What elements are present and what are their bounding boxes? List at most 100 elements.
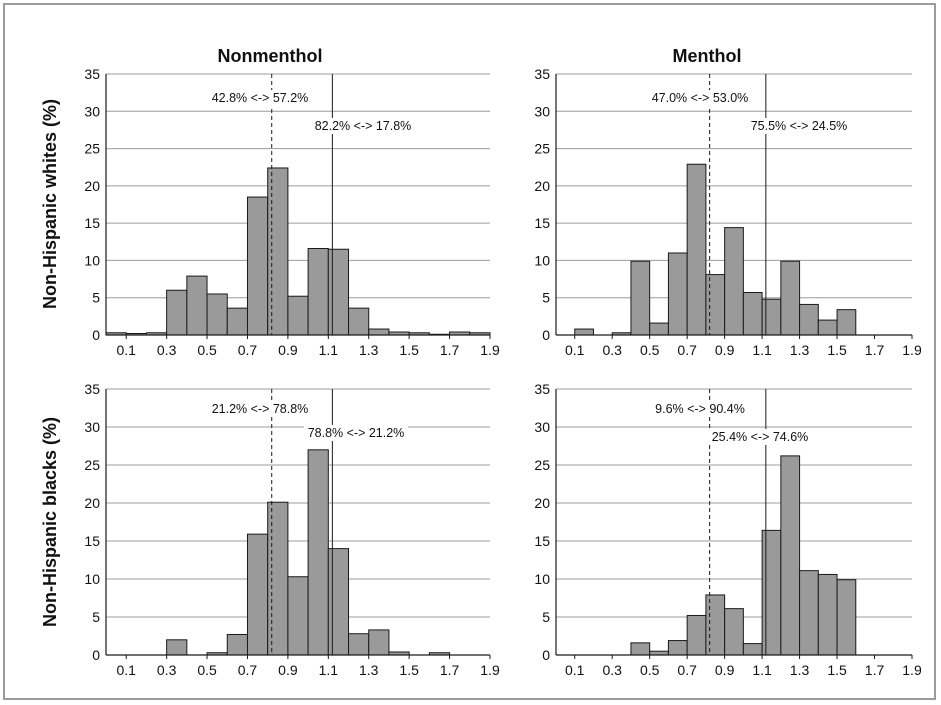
x-tick-label: 0.9	[278, 662, 298, 678]
y-tick-label: 25	[84, 457, 100, 473]
y-tick-label: 10	[534, 252, 550, 268]
annotation-background	[708, 429, 812, 445]
y-tick-label: 0	[92, 327, 100, 343]
histogram-bar	[667, 640, 688, 656]
y-tick-label: 25	[534, 141, 550, 157]
histogram-bar	[799, 570, 819, 656]
histogram-bar	[724, 227, 744, 336]
histogram-bar	[761, 529, 782, 656]
histogram-bar	[705, 594, 726, 656]
histogram-bar	[348, 633, 370, 656]
x-tick-label: 0.9	[278, 342, 298, 358]
x-tick-label: 0.3	[157, 662, 177, 678]
split-annotation: 75.5% <-> 24.5%	[751, 119, 848, 133]
y-tick-label: 0	[542, 327, 550, 343]
histogram-bar	[166, 289, 188, 336]
x-tick-label: 1.3	[359, 662, 379, 678]
annotation-background	[304, 425, 408, 441]
x-tick-label: 0.5	[640, 662, 660, 678]
y-tick-label: 10	[534, 571, 550, 587]
row-title-whites: Non-Hispanic whites (%)	[40, 99, 60, 309]
x-tick-label: 1.1	[319, 342, 339, 358]
histogram-bar	[630, 642, 651, 656]
x-tick-label: 0.9	[715, 342, 735, 358]
histogram-bar	[307, 247, 329, 336]
x-tick-label: 1.7	[865, 662, 885, 678]
x-tick-label: 0.1	[116, 662, 136, 678]
y-tick-label: 30	[534, 419, 550, 435]
histogram-bar	[705, 274, 726, 336]
y-tick-label: 20	[84, 178, 100, 194]
x-tick-label: 0.9	[715, 662, 735, 678]
panel-1: 0 5 10 15 20 25 30 35 0.1 0.3 0.5 0.7 0.9 1.1 1.3 1.5 1.…	[534, 66, 922, 358]
histogram-bar	[799, 303, 819, 336]
histogram-bar	[780, 260, 801, 336]
histogram-bar	[574, 328, 594, 336]
histogram-bar	[206, 293, 228, 336]
col-title-nonmenthol: Nonmenthol	[218, 46, 323, 66]
row-title-blacks: Non-Hispanic blacks (%)	[40, 417, 60, 627]
y-tick-label: 30	[534, 103, 550, 119]
histogram-bar	[817, 319, 838, 336]
histogram-bar	[246, 533, 269, 656]
split-annotation: 25.4% <-> 74.6%	[712, 430, 809, 444]
x-tick-label: 0.5	[640, 342, 660, 358]
x-tick-label: 0.7	[677, 342, 697, 358]
split-annotation: 78.8% <-> 21.2%	[308, 426, 405, 440]
histogram-bar	[226, 307, 248, 336]
x-tick-label: 0.1	[565, 662, 585, 678]
x-tick-label: 1.5	[827, 662, 847, 678]
annotation-background	[648, 90, 752, 106]
y-tick-label: 10	[84, 252, 100, 268]
histogram-bar	[742, 643, 763, 656]
histogram-bar	[368, 328, 390, 336]
y-tick-label: 15	[84, 215, 100, 231]
x-tick-label: 0.1	[565, 342, 585, 358]
y-tick-label: 5	[92, 609, 100, 625]
annotation-background	[208, 90, 312, 106]
x-tick-label: 0.7	[238, 342, 258, 358]
x-tick-label: 0.1	[116, 342, 136, 358]
y-tick-label: 0	[542, 647, 550, 663]
panel-0: 0 5 10 15 20 25 30 35 0.1 0.3 0.5 0.7 0.9 1.1 1.3 1.5 1.…	[84, 66, 500, 358]
x-tick-label: 1.1	[319, 662, 339, 678]
y-tick-label: 25	[534, 457, 550, 473]
histogram-bar	[667, 252, 688, 336]
x-tick-label: 0.5	[197, 342, 217, 358]
split-annotation: 21.2% <-> 78.8%	[212, 402, 309, 416]
x-tick-label: 0.7	[238, 662, 258, 678]
y-tick-label: 5	[92, 290, 100, 306]
histogram-bar	[307, 449, 329, 656]
x-tick-label: 1.9	[902, 662, 922, 678]
x-tick-label: 1.3	[359, 342, 379, 358]
x-tick-label: 0.3	[602, 662, 622, 678]
x-tick-label: 0.7	[677, 662, 697, 678]
y-tick-label: 10	[84, 571, 100, 587]
split-annotation: 47.0% <-> 53.0%	[652, 91, 749, 105]
x-tick-label: 1.1	[752, 662, 772, 678]
x-tick-label: 1.5	[399, 342, 419, 358]
x-tick-label: 1.5	[827, 342, 847, 358]
y-tick-label: 5	[542, 290, 550, 306]
histogram-bar	[649, 322, 669, 336]
histogram-bar	[246, 196, 269, 336]
panel-2: 0 5 10 15 20 25 30 35 0.1 0.3 0.5 0.7 0.9 1.1 1.3 1.5 1.…	[84, 381, 500, 678]
split-annotation: 42.8% <-> 57.2%	[212, 91, 309, 105]
y-tick-label: 35	[534, 381, 550, 397]
x-tick-label: 1.7	[865, 342, 885, 358]
histogram-bar	[166, 639, 188, 656]
y-tick-label: 15	[534, 533, 550, 549]
panel-3: 0 5 10 15 20 25 30 35 0.1 0.3 0.5 0.7 0.9 1.1 1.3 1.5 1.…	[534, 381, 922, 678]
annotation-background	[747, 118, 851, 134]
histogram-bar	[368, 629, 390, 656]
y-tick-label: 35	[84, 66, 100, 82]
histogram-bar	[780, 455, 801, 656]
histogram-bar	[226, 633, 248, 656]
histogram-bar	[686, 163, 707, 336]
y-tick-label: 35	[84, 381, 100, 397]
x-tick-label: 1.1	[752, 342, 772, 358]
annotation-background	[311, 118, 415, 134]
histogram-bar	[327, 248, 350, 336]
histogram-bar	[724, 608, 744, 656]
histogram-bar	[630, 260, 651, 336]
